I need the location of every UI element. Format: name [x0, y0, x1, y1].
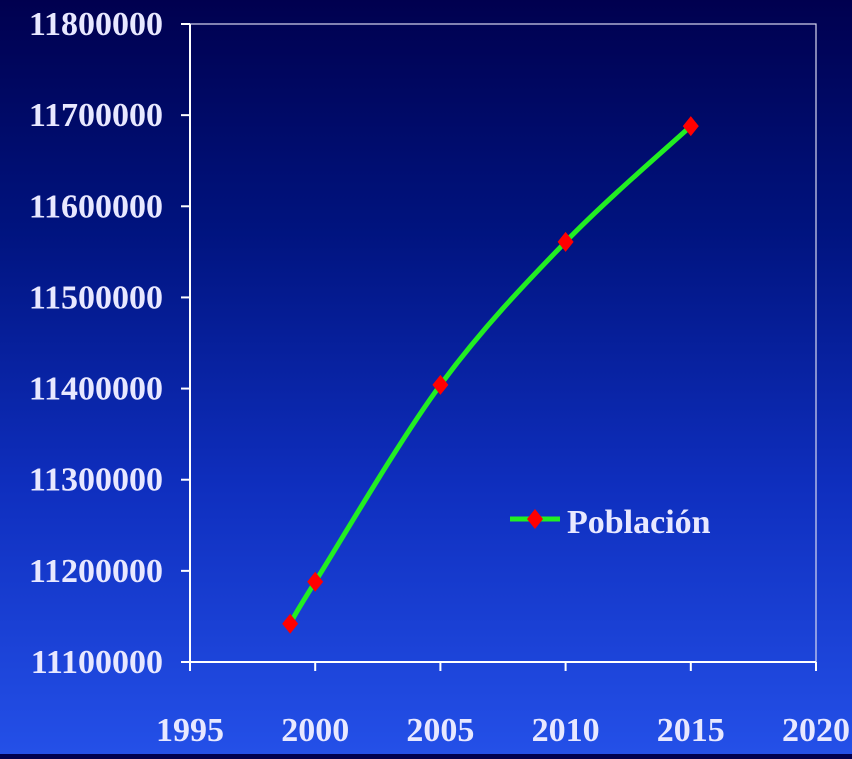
y-tick-label: 11300000 — [29, 462, 163, 499]
y-tick-label: 11600000 — [29, 188, 163, 225]
legend: Población — [510, 504, 711, 541]
data-point-marker — [557, 231, 574, 252]
x-tick-label: 2010 — [532, 712, 600, 749]
x-tick-label: 2015 — [657, 712, 725, 749]
y-tick-label: 11500000 — [29, 279, 163, 316]
data-point-marker — [307, 571, 324, 592]
legend-label: Población — [567, 504, 711, 541]
y-tick-label: 11100000 — [31, 644, 163, 681]
legend-marker — [527, 509, 543, 529]
plot-border — [189, 23, 817, 663]
y-tick-label: 11200000 — [29, 553, 163, 590]
y-tick-label: 11400000 — [29, 371, 163, 408]
x-tick-label: 2000 — [281, 712, 349, 749]
plot-area — [189, 23, 817, 663]
series-line — [288, 124, 693, 626]
y-tick-label: 11700000 — [29, 97, 163, 134]
x-tick-label: 2020 — [782, 712, 850, 749]
x-tick-label: 1995 — [156, 712, 224, 749]
series-layer — [282, 116, 699, 634]
y-tick-label: 11800000 — [29, 6, 163, 43]
data-point-marker — [432, 374, 449, 395]
axes: 11100000 11200000 11300000 11400000 11500000… — [29, 6, 850, 749]
data-point-marker — [282, 613, 299, 634]
x-tick-label: 2005 — [406, 712, 474, 749]
data-point-marker — [682, 116, 699, 137]
